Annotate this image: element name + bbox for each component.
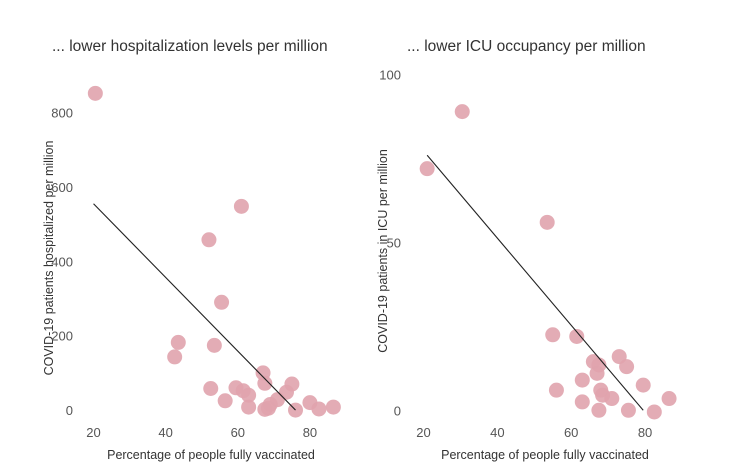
icu-chart-data-point [661, 391, 677, 407]
icu-chart-data-point [604, 391, 620, 407]
hospitalization-chart-data-point [311, 401, 327, 417]
icu-chart-data-point [545, 327, 561, 343]
hospitalization-chart-data-point [325, 399, 341, 415]
icu-chart-y-label: COVID-19 patients in ICU per million [376, 149, 390, 353]
hospitalization-chart-data-point [170, 334, 186, 350]
icu-chart-y-tick-label: 50 [387, 236, 401, 251]
hospitalization-chart-trend [93, 203, 296, 411]
hospitalization-chart-data-point [167, 349, 183, 365]
hospitalization-chart: ... lower hospitalization levels per mil… [42, 38, 341, 462]
icu-chart-data-point [591, 402, 607, 418]
hospitalization-chart-data-point [87, 85, 103, 101]
hospitalization-chart-data-point [233, 198, 249, 214]
hospitalization-chart-x-tick-label: 80 [303, 425, 317, 440]
hospitalization-chart-data-point [206, 337, 222, 353]
icu-chart-data-point [574, 394, 590, 410]
icu-chart-trend-line [426, 154, 644, 411]
icu-chart-x-ticks: 20 40 60 80 [416, 425, 652, 440]
hospitalization-chart-points [87, 85, 341, 418]
hospitalization-chart-y-tick-label: 200 [51, 329, 73, 344]
hospitalization-chart-y-tick-label: 800 [51, 106, 73, 121]
icu-chart-data-point [620, 402, 636, 418]
icu-chart-data-point [574, 372, 590, 388]
hospitalization-chart-x-tick-label: 40 [158, 425, 172, 440]
hospitalization-chart-data-point [260, 400, 276, 416]
hospitalization-chart-y-ticks: 0 200 400 600 800 [51, 106, 73, 418]
icu-chart-x-label: Percentage of people fully vaccinated [441, 448, 649, 462]
hospitalization-chart-data-point [201, 232, 217, 248]
hospitalization-chart-x-ticks: 20 40 60 80 [86, 425, 317, 440]
icu-chart-data-point [635, 377, 651, 393]
icu-chart-y-tick-label: 0 [394, 403, 401, 418]
icu-chart-x-tick-label: 40 [490, 425, 504, 440]
icu-chart-data-point [454, 104, 470, 120]
icu-chart-points [419, 104, 677, 420]
icu-chart-x-tick-label: 60 [564, 425, 578, 440]
hospitalization-chart-data-point [217, 393, 233, 409]
hospitalization-chart-x-label: Percentage of people fully vaccinated [107, 448, 315, 462]
icu-chart: ... lower ICU occupancy per million COVI… [376, 38, 677, 462]
icu-chart-data-point [619, 359, 635, 375]
icu-chart-x-tick-label: 20 [416, 425, 430, 440]
hospitalization-chart-data-point [241, 399, 257, 415]
hospitalization-chart-y-tick-label: 400 [51, 254, 73, 269]
hospitalization-chart-data-point [214, 294, 230, 310]
hospitalization-chart-x-tick-label: 20 [86, 425, 100, 440]
hospitalization-chart-y-label: COVID-19 patients hospitalized per milli… [42, 141, 56, 376]
icu-chart-data-point [548, 382, 564, 398]
icu-chart-y-ticks: 0 50 100 [379, 68, 401, 419]
hospitalization-chart-title: ... lower hospitalization levels per mil… [52, 38, 328, 55]
hospitalization-chart-data-point [241, 387, 257, 403]
icu-chart-trend [426, 154, 644, 411]
icu-chart-data-point [646, 404, 662, 420]
hospitalization-chart-trend-line [93, 203, 296, 411]
hospitalization-chart-data-point [257, 375, 273, 391]
icu-chart-y-tick-label: 100 [379, 68, 401, 83]
icu-chart-data-point [589, 365, 605, 381]
hospitalization-chart-x-tick-label: 60 [231, 425, 245, 440]
hospitalization-chart-y-tick-label: 600 [51, 180, 73, 195]
icu-chart-data-point [539, 214, 555, 230]
icu-chart-title: ... lower ICU occupancy per million [407, 38, 646, 55]
hospitalization-chart-data-point [203, 381, 219, 397]
icu-chart-data-point [419, 161, 435, 177]
icu-chart-data-point [569, 328, 585, 344]
hospitalization-chart-y-tick-label: 0 [66, 403, 73, 418]
icu-chart-x-tick-label: 80 [638, 425, 652, 440]
